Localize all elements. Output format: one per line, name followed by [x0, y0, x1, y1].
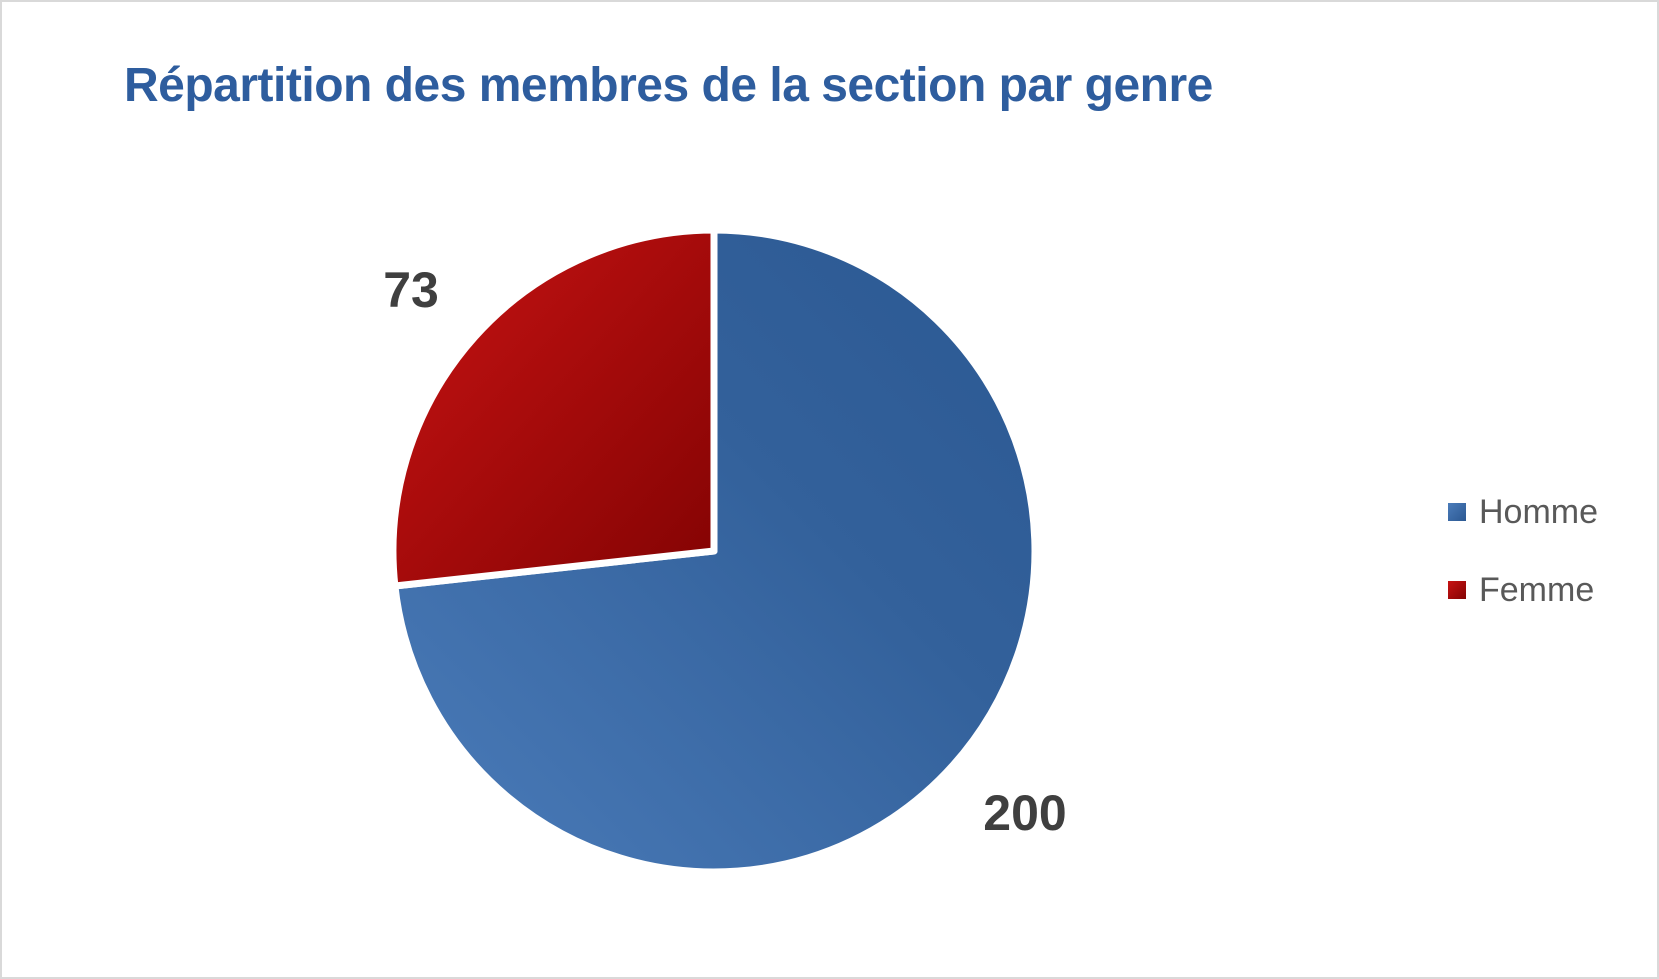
legend-label-homme: Homme: [1479, 493, 1599, 531]
data-label-femme: 73: [383, 262, 439, 318]
legend-item-homme: Homme: [1448, 493, 1598, 531]
pie-slice-femme: [389, 226, 718, 590]
legend-swatch-femme-icon: [1448, 581, 1466, 599]
data-label-homme: 200: [983, 785, 1067, 841]
chart-title: Répartition des membres de la section pa…: [124, 59, 1213, 112]
pie-slices: [389, 226, 1039, 876]
legend-label-femme: Femme: [1479, 571, 1595, 609]
legend-item-femme: Femme: [1448, 571, 1594, 609]
legend-swatch-homme-icon: [1448, 503, 1466, 521]
